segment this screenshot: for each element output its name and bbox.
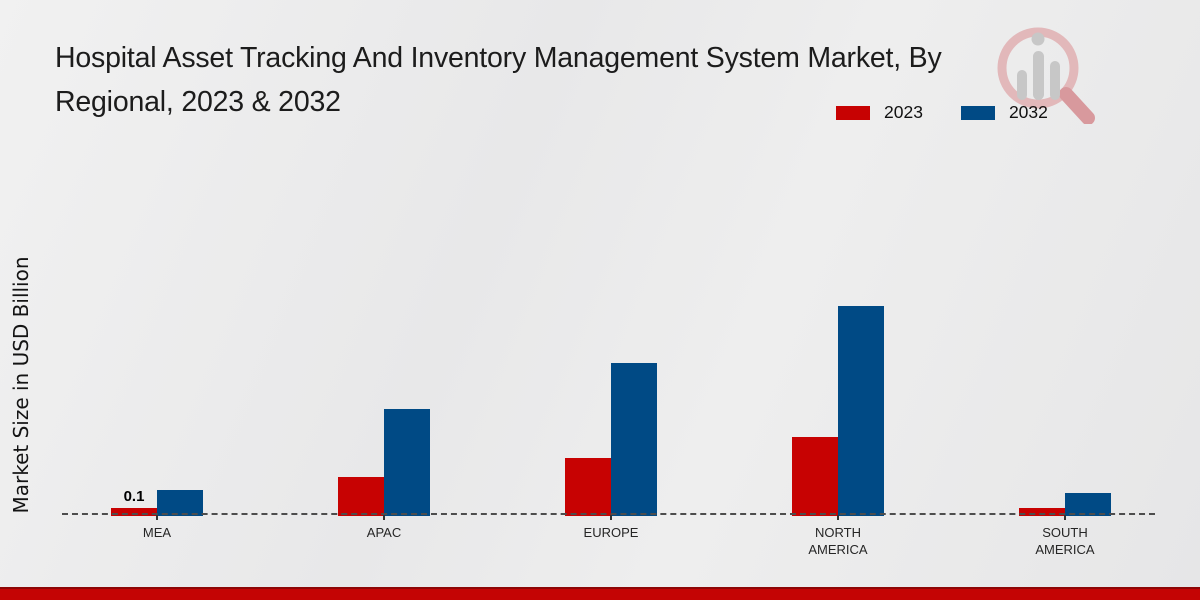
watermark-bar-medium <box>1050 61 1060 100</box>
bar-2032-europe <box>611 363 657 516</box>
bar-2032-south-america <box>1065 492 1111 516</box>
legend-swatch-2032 <box>960 105 995 120</box>
x-axis-label-apac: APAC <box>366 525 402 540</box>
chart-title-line1: Hospital Asset Tracking And Inventory Ma… <box>55 42 942 74</box>
x-axis-tick-europe <box>610 515 612 520</box>
x-axis-label-north-america: NORTH AMERICA <box>808 525 868 557</box>
x-axis-tick-north-america <box>837 515 839 520</box>
legend-swatch-2023 <box>836 105 870 120</box>
watermark-logo <box>997 27 1095 124</box>
legend-label-2023: 2023 <box>884 102 923 122</box>
chart-title: Hospital Asset Tracking And Inventory Ma… <box>55 36 942 124</box>
bar-2032-apac <box>384 408 430 516</box>
x-axis-label-mea: MEA <box>142 525 172 540</box>
bar-2023-south-america <box>1019 507 1065 516</box>
watermark-dot <box>1031 32 1045 46</box>
watermark-bar-small <box>1017 70 1027 100</box>
x-axis-tick-south-america <box>1064 515 1066 520</box>
bar-2023-europe <box>565 458 611 516</box>
x-axis-baseline <box>62 513 1155 515</box>
bar-2023-north-america <box>792 437 838 516</box>
watermark-magnifier-ring <box>997 27 1079 109</box>
bar-2023-mea <box>111 507 157 516</box>
watermark-bar-tall <box>1033 51 1044 100</box>
x-axis-tick-mea <box>156 515 158 520</box>
x-axis-label-south-america: SOUTH AMERICA <box>1035 525 1095 557</box>
legend-item-2032: 2032 <box>960 102 1048 123</box>
bar-2032-mea <box>157 490 203 516</box>
legend: 2023 2032 <box>836 102 1048 123</box>
y-axis-label: Market Size in USD Billion <box>9 256 33 514</box>
legend-item-2023: 2023 <box>836 102 923 123</box>
data-label-2023-mea: 0.1 <box>123 487 145 505</box>
watermark-magnifier-handle <box>1059 87 1095 124</box>
chart-title-line2: Regional, 2023 & 2032 <box>55 86 341 118</box>
bar-2023-apac <box>338 476 384 516</box>
legend-label-2032: 2032 <box>1008 102 1048 122</box>
bottom-red-strip <box>0 587 1200 600</box>
x-axis-tick-apac <box>383 515 385 520</box>
bar-2032-north-america <box>838 306 884 516</box>
x-axis-label-europe: EUROPE <box>583 525 639 540</box>
